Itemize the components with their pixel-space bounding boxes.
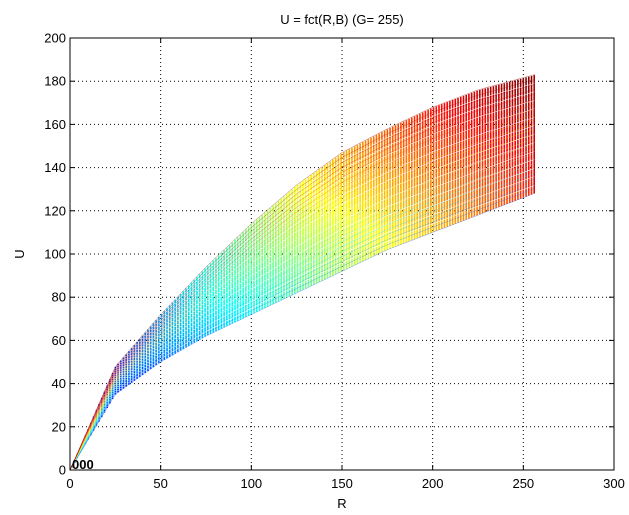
b-curve — [69, 178, 535, 471]
b-curve — [69, 104, 535, 471]
x-tick-label: 100 — [240, 476, 262, 491]
y-tick-label: 0 — [59, 463, 66, 478]
y-tick-label: 40 — [52, 376, 66, 391]
b-curve — [69, 133, 535, 471]
b-curve — [69, 89, 535, 471]
b-curve — [69, 183, 535, 471]
data-curves — [69, 74, 536, 471]
x-tick-label: 50 — [153, 476, 167, 491]
x-axis-label: R — [337, 496, 346, 511]
x-tick-label: 200 — [422, 476, 444, 491]
b-curve — [69, 123, 535, 471]
y-tick-label: 100 — [44, 247, 66, 262]
x-tick-label: 250 — [512, 476, 534, 491]
b-curve — [69, 84, 535, 471]
b-curve — [69, 173, 535, 471]
chart-title: U = fct(R,B) (G= 255) — [280, 12, 404, 27]
x-tick-label: 0 — [66, 476, 73, 491]
origin-cluster-label: 000 — [72, 457, 94, 472]
y-axis-label: U — [12, 249, 27, 258]
y-tick-label: 60 — [52, 333, 66, 348]
x-tick-label: 150 — [331, 476, 353, 491]
y-tick-label: 120 — [44, 203, 66, 218]
b-curve — [69, 168, 535, 471]
b-curve — [69, 109, 535, 471]
b-curve — [69, 99, 535, 471]
y-tick-label: 80 — [52, 290, 66, 305]
y-tick-label: 180 — [44, 74, 66, 89]
b-curve — [69, 114, 535, 471]
b-curve — [69, 128, 535, 471]
x-tick-label: 300 — [603, 476, 625, 491]
y-tick-label: 20 — [52, 419, 66, 434]
b-curve — [69, 79, 535, 471]
b-curve — [69, 153, 535, 471]
y-tick-label: 140 — [44, 160, 66, 175]
y-tick-label: 160 — [44, 117, 66, 132]
b-curve — [69, 74, 535, 471]
b-curve — [69, 188, 535, 471]
b-curve — [69, 94, 535, 471]
b-curve — [69, 163, 535, 471]
b-curve — [69, 158, 535, 471]
b-curve — [69, 148, 535, 471]
axis-ticks: 0 50 100 150 200 250 300 0 20 40 60 80 100 120 140 160 1… — [44, 31, 625, 492]
b-curve — [69, 143, 535, 471]
b-curve — [69, 193, 535, 471]
b-curve — [69, 138, 535, 471]
grid — [70, 38, 614, 470]
b-curve — [69, 119, 535, 471]
y-tick-label: 200 — [44, 31, 66, 46]
